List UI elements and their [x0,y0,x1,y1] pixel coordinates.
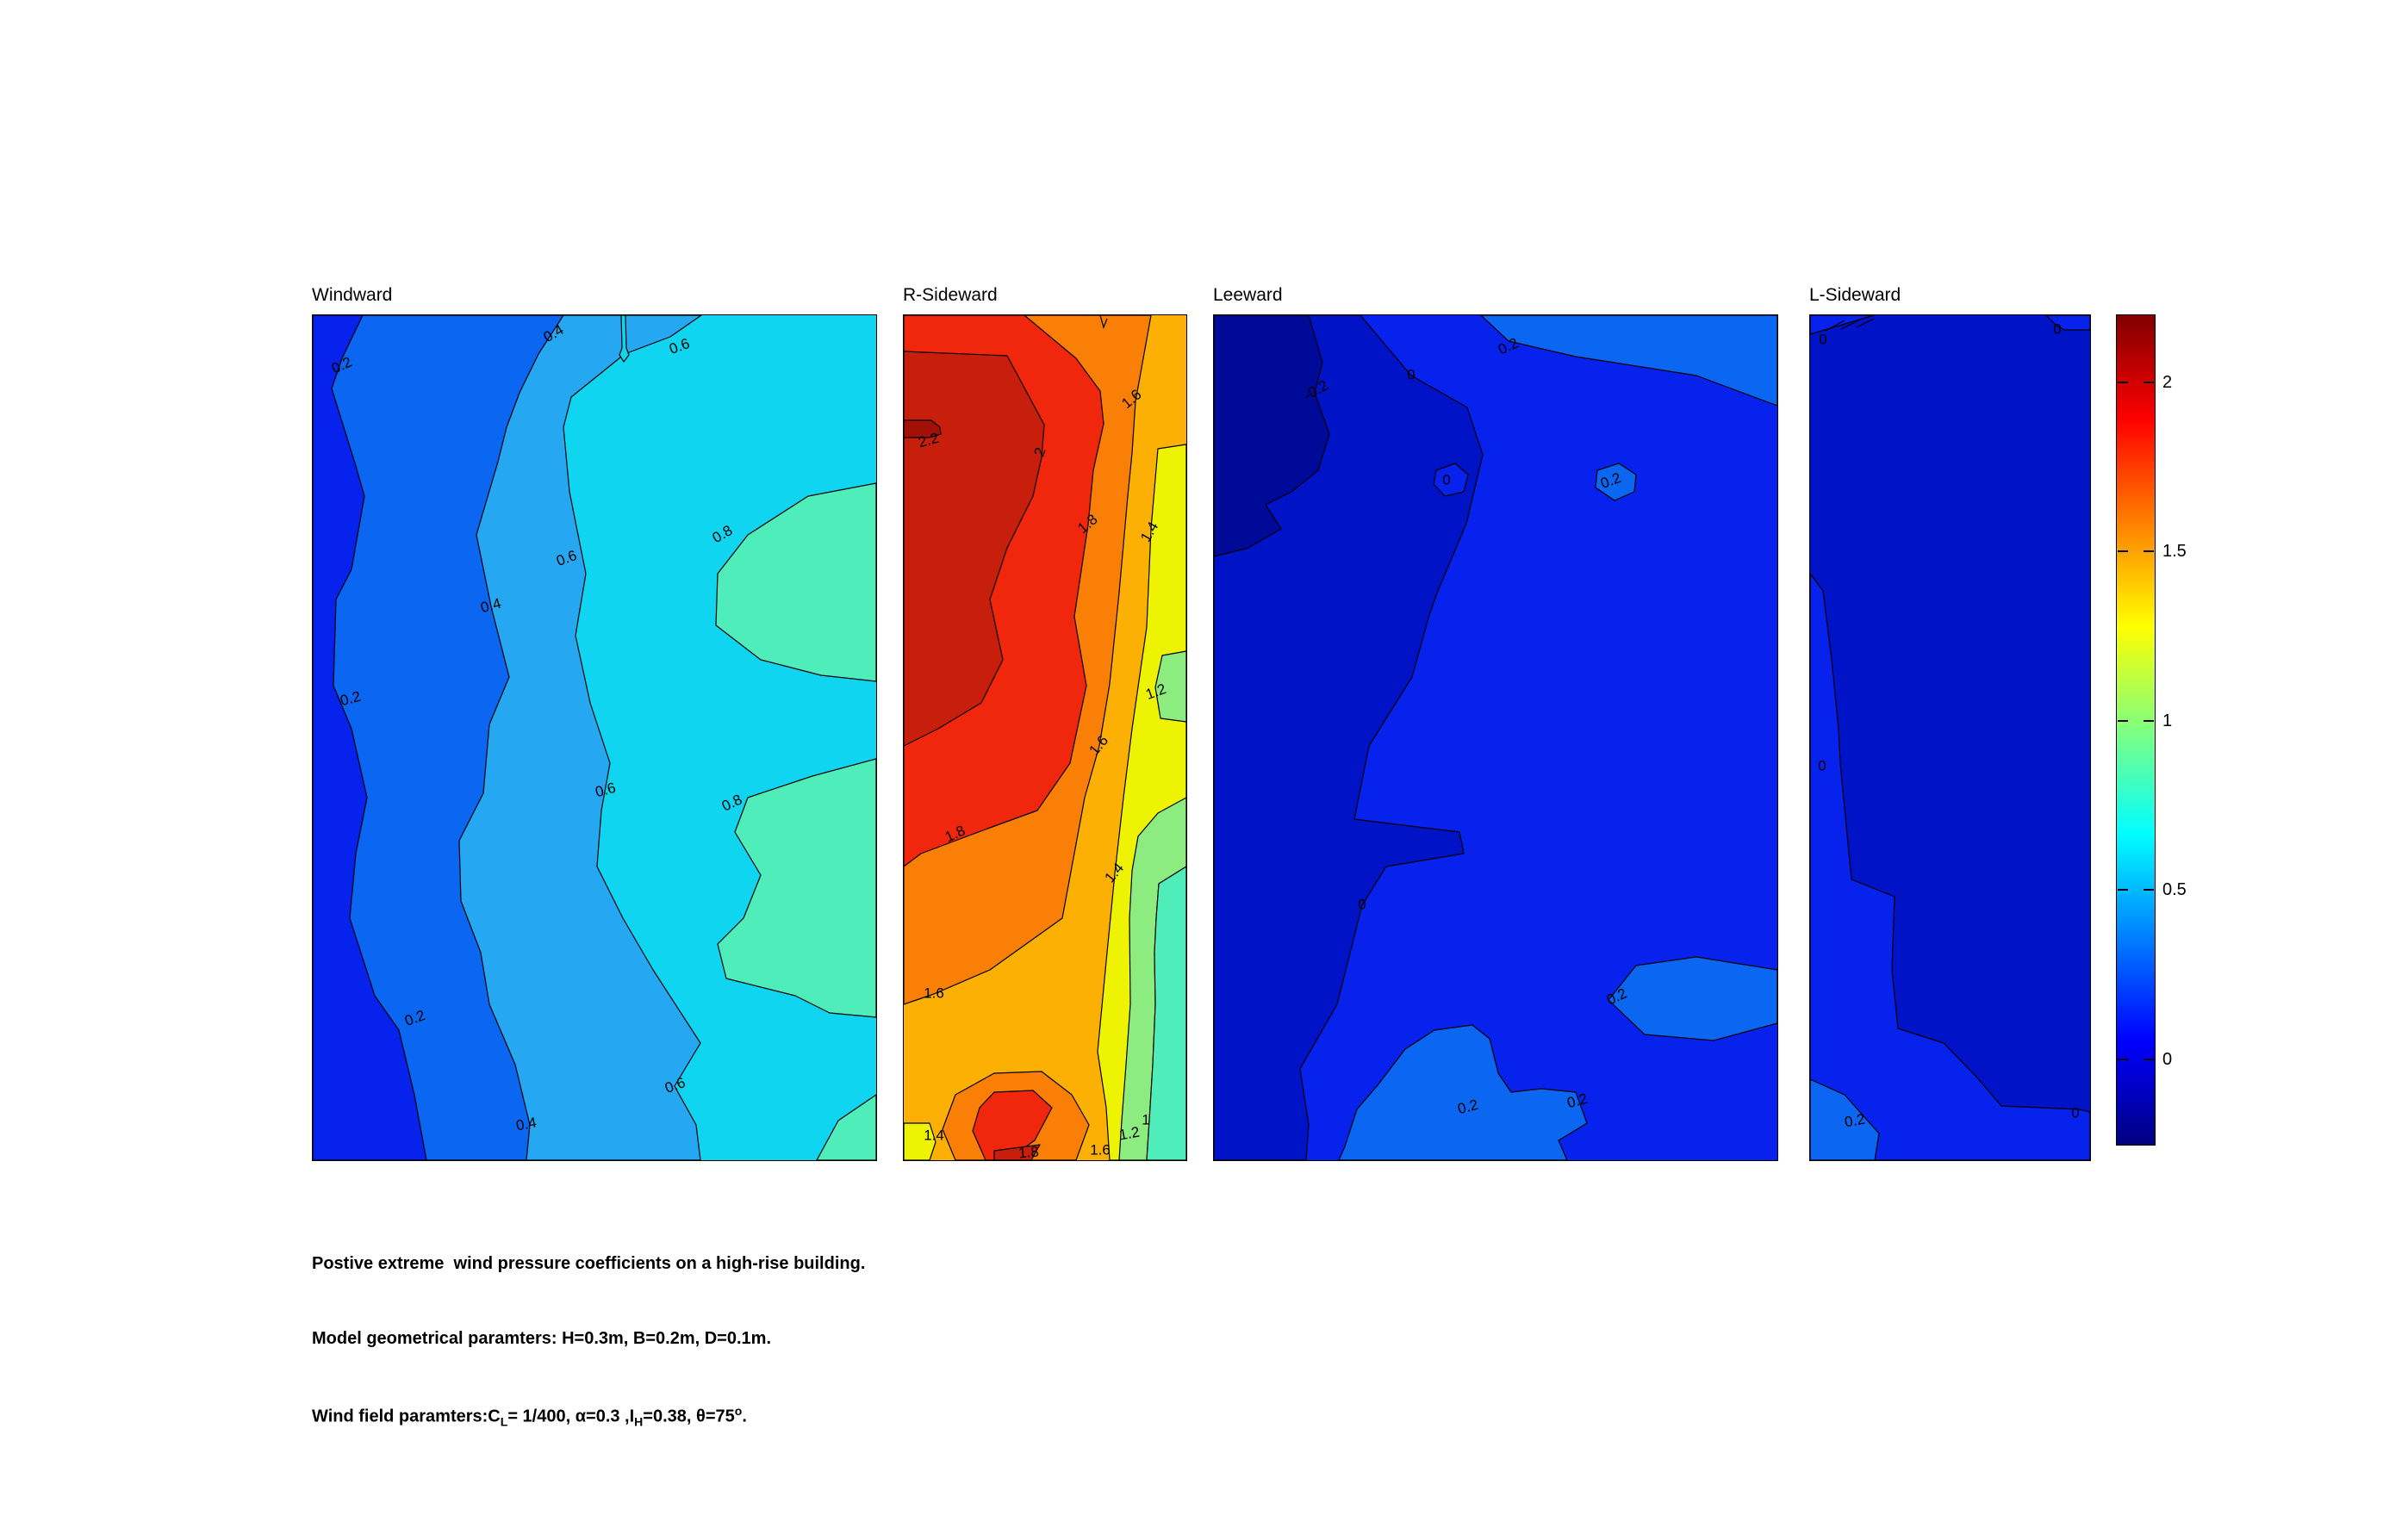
caption-segment: α=0.3 ,I [575,1407,635,1426]
contour-label: 0.4 [515,1115,538,1134]
contour-label: 0 [1407,366,1415,382]
contour-plot-windward: 0.2 0.2 0.2 0.4 0.4 0.4 0.6 0.6 0.6 0.6 0.8 0.8 [312,314,877,1161]
colorbar-tick-mark [2144,1058,2154,1060]
contour-label: 0 [1358,896,1366,912]
colorbar-tick-label: 2 [2162,372,2173,392]
caption-segment: H [634,1414,644,1429]
caption-segment: . [742,1407,747,1426]
caption-segment: Wind field paramters:C [312,1407,501,1426]
windward-contour-svg: 0.20.20.20.40.40.40.60.60.60.60.80.8 [313,315,876,1160]
caption-line-2: Model geometrical paramters: H=0.3m, B=0… [312,1329,771,1348]
band-above-2.2 [904,419,942,438]
contour-label: 1.6 [1090,1141,1111,1158]
contour-plot-l-sideward: 0 0 0 0 0.2 [1809,314,2091,1161]
colorbar-tick-label: 0.5 [2162,880,2187,900]
band-1.8-2.0-bottom-patch [972,1090,1053,1160]
contour-label: 1.2 [1118,1124,1142,1144]
colorbar-tick-mark [2144,550,2154,553]
contour-label: 1 [1142,1111,1149,1127]
contour-hatch-2 [1840,319,1861,330]
band-0-0.2-top-right [2045,315,2090,331]
contour-label: 1.6 [924,985,944,1001]
colorbar-tick-mark [2118,1058,2128,1060]
band-0-0.2 [313,315,427,1160]
band-0.2-0.4-corner [1810,1078,1880,1160]
l-sideward-contour-svg: 0 0 0 0 0.2 [1810,315,2090,1160]
band-0.8-patch-corner [816,1094,876,1160]
colorbar [2116,314,2156,1146]
band-below-minus0.2 [1214,315,1330,557]
colorbar-tick-mark [2118,719,2128,722]
contour-label: 1.4 [924,1127,944,1143]
band-2.0-bottom-sliver [993,1144,1041,1160]
contour-plot-r-sideward: 2.2 2 1.8 1.8 1.8 1.6 1.6 1.6 1.6 1.4 1.4 1.4 1.2 1.2… [903,314,1187,1161]
contour-hatch-3 [1856,318,1875,328]
band-0.2-0.4-bottom [1338,1024,1588,1160]
band-0.2-island-right [1595,463,1637,501]
contour-label: 1.8 [1017,1143,1039,1160]
band-0-0.2-left [1810,573,2090,1160]
band-0.8-patch-mid [717,758,876,1018]
colorbar-tick-label: 1.5 [2162,542,2187,562]
colorbar-tick-mark [2118,550,2128,553]
caption-segment: L [500,1414,508,1429]
band-2.0-2.2 [904,351,1045,747]
panel-title-leeward: Leeward [1213,285,1283,305]
band-0.2-0.4-right-mid [1608,956,1777,1041]
panel-title-l-sideward: L-Sideward [1809,285,1901,305]
caption-segment: θ=75 [696,1407,735,1426]
colorbar-tick-mark [2144,719,2154,722]
band-minus0.2-0 [1214,315,1484,1160]
caption-segment: = 1/400, [507,1407,576,1426]
contour-hatch-1 [1825,320,1845,332]
caption-line-3: Wind field paramters:CL= 1/400, α=0.3 ,I… [312,1404,865,1439]
band-0-island [1433,463,1469,497]
panel-title-windward: Windward [312,285,393,305]
colorbar-tick-label: 0 [2162,1049,2173,1069]
colorbar-area: 2 1.5 1 0.5 0 [2116,314,2219,1146]
colorbar-tick-mark [2144,889,2154,891]
band-0.2-0.4 [313,315,564,1160]
band-0-0.2-top-left [1810,315,1875,335]
contour-notch [1099,315,1108,329]
contour-label: 0.2 [1844,1111,1867,1131]
r-sideward-contour-svg: 2.221.81.81.81.61.61.61.61.41.41.41.21.2… [904,315,1186,1160]
figure-caption: Postive extreme wind pressure coefficien… [312,1214,865,1479]
caption-line-1: Postive extreme wind pressure coefficien… [312,1254,866,1273]
band-0.8-patch-top [715,482,876,682]
contour-label: 0 [2071,1104,2079,1121]
panel-title-r-sideward: R-Sideward [903,285,998,305]
caption-segment: =0.38, [643,1407,697,1426]
contour-label: 0 [1442,471,1450,488]
band-1.2-1.4-bottom-left [904,1122,936,1160]
caption-segment: o [734,1404,743,1418]
colorbar-tick-label: 1 [2162,711,2173,730]
colorbar-tick-mark [2118,889,2128,891]
contour-label: 0 [1818,757,1826,773]
contour-plot-leeward: -0.2 0 0 0 0.2 0.2 0.2 0.2 0.2 [1213,314,1778,1161]
contour-label: 0 [1819,331,1826,347]
band-0.2-0.4-topright [1480,315,1777,407]
band-0.8-1.0-corner [1146,866,1186,1160]
band-0.6-sliver [619,315,630,363]
colorbar-tick-mark [2118,381,2128,383]
band-1.0-1.2-patch [1154,650,1186,723]
colorbar-tick-mark [2144,381,2154,383]
contour-label: 0 [2053,320,2061,337]
